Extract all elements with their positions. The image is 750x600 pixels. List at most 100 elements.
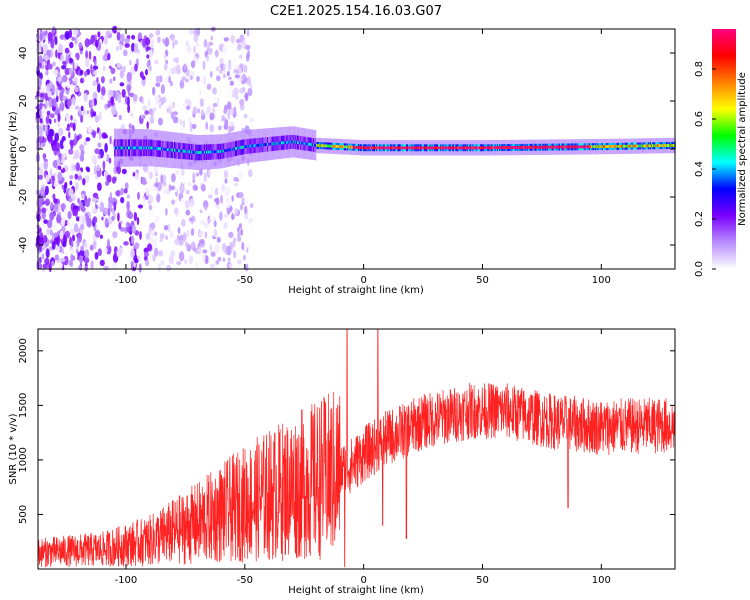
spectrogram-core-cell xyxy=(320,144,322,148)
spectrogram-noise-cell xyxy=(48,98,52,108)
spectrogram-noise-cell xyxy=(192,106,198,115)
spectrogram-noise-cell xyxy=(189,198,195,207)
spectrogram-noise-cell xyxy=(43,219,48,225)
spectrogram-core-cell xyxy=(601,145,603,149)
spectrogram-core-cell xyxy=(379,146,381,150)
spectrogram-noise-cell xyxy=(54,132,60,142)
spectrogram-core-cell xyxy=(301,141,303,145)
spectrogram-core-cell xyxy=(517,146,519,149)
spectrogram-core-cell xyxy=(258,143,260,147)
spectrogram-core-cell xyxy=(422,146,424,150)
spectrogram-noise-cell xyxy=(209,124,215,133)
spectrogram-core-cell xyxy=(318,144,320,147)
spectrogram-core-cell xyxy=(470,146,472,150)
spectrogram-core-cell xyxy=(622,144,624,148)
spectrogram-noise-cell xyxy=(59,257,66,263)
spectrogram-core-cell xyxy=(607,145,609,148)
spectrogram-noise-cell xyxy=(150,222,156,230)
snr-x-axis-label: Height of straight line (km) xyxy=(288,585,424,596)
spectrogram-noise-cell xyxy=(86,110,90,115)
spectrogram-noise-cell xyxy=(137,191,140,200)
spectrogram-noise-cell xyxy=(155,29,161,36)
spectrogram-core-cell xyxy=(463,146,465,150)
spectrogram-noise-cell xyxy=(207,105,211,115)
spectrogram-core-cell xyxy=(643,144,645,148)
spectrogram-core-cell xyxy=(469,146,471,150)
spectrogram-core-cell xyxy=(271,142,273,146)
spectrogram-core-cell xyxy=(362,146,364,150)
spectrogram-core-cell xyxy=(346,145,348,149)
spectrogram-noise-cell xyxy=(241,241,245,251)
spectrogram-noise-cell xyxy=(165,207,168,216)
spectrogram-core-cell xyxy=(500,146,502,150)
spectrogram-noise-cell xyxy=(42,223,47,228)
spectrogram-noise-cell xyxy=(216,236,221,243)
spectrogram-noise-cell xyxy=(36,230,41,235)
spectrogram-noise-cell xyxy=(86,167,91,173)
spectrogram-noise-cell xyxy=(59,103,62,111)
spectrogram-core-cell xyxy=(501,146,503,150)
colorbar-tick-label: 0.2 xyxy=(694,211,705,227)
spectrogram-cells xyxy=(35,25,676,273)
spectrogram-core-cell xyxy=(252,144,254,148)
spectrogram-noise-cell xyxy=(75,181,79,191)
spectrogram-core-cell xyxy=(397,146,399,150)
spectrogram-core-cell xyxy=(375,146,377,150)
spectrogram-core-cell xyxy=(337,145,339,148)
spectrogram-noise-cell xyxy=(209,63,215,71)
spectrogram-noise-cell xyxy=(174,123,179,129)
spectrogram-noise-cell xyxy=(77,36,83,43)
spectrogram-noise-cell xyxy=(203,75,207,86)
spectrogram-noise-cell xyxy=(145,187,150,197)
spectrogram-noise-cell xyxy=(240,204,243,211)
spectrogram-noise-cell xyxy=(71,36,75,41)
spectrogram-x-axis-label: Height of straight line (km) xyxy=(288,285,424,296)
spectrogram-core-cell xyxy=(119,146,121,150)
spectrogram-noise-cell xyxy=(48,63,53,70)
spectrogram-core-cell xyxy=(118,146,120,150)
spectrogram-noise-cell xyxy=(204,204,208,211)
spectrogram-noise-cell xyxy=(99,234,103,239)
spectrogram-core-cell xyxy=(159,147,161,151)
spectrogram-core-cell xyxy=(207,150,209,154)
spectrogram-noise-cell xyxy=(243,254,246,261)
spectrogram-noise-cell xyxy=(239,34,243,44)
spectrogram-noise-cell xyxy=(57,165,62,170)
spectrogram-core-cell xyxy=(596,145,598,149)
spectrogram-noise-cell xyxy=(53,69,59,76)
spectrogram-core-cell xyxy=(432,146,434,150)
spectrogram-core-cell xyxy=(297,141,299,144)
spectrogram-core-cell xyxy=(349,145,351,149)
spectrogram-core-cell xyxy=(416,146,418,150)
spectrogram-core-cell xyxy=(146,146,148,150)
spectrogram-noise-cell xyxy=(238,191,244,199)
spectrogram-noise-cell xyxy=(38,174,43,180)
spectrogram-core-cell xyxy=(353,145,355,149)
spectrogram-core-cell xyxy=(610,145,612,148)
x-tick-label: -100 xyxy=(115,275,138,286)
spectrogram-core-cell xyxy=(202,150,204,154)
spectrogram-noise-cell xyxy=(69,41,74,49)
spectrogram-noise-cell xyxy=(209,112,215,121)
spectrogram-noise-cell xyxy=(93,70,98,76)
spectrogram-core-cell xyxy=(155,147,157,150)
spectrogram-noise-cell xyxy=(57,76,62,82)
spectrogram-core-cell xyxy=(116,146,118,150)
spectrogram-core-cell xyxy=(394,146,396,150)
spectrogram-core-cell xyxy=(356,146,359,149)
spectrogram-core-cell xyxy=(288,140,290,144)
spectrogram-noise-cell xyxy=(116,62,122,69)
spectrogram-core-cell xyxy=(137,146,139,150)
spectrogram-core-cell xyxy=(228,148,230,152)
spectrogram-core-cell xyxy=(434,146,437,150)
spectrogram-noise-cell xyxy=(246,52,250,62)
spectrogram-noise-cell xyxy=(59,230,64,240)
spectrogram-core-cell xyxy=(476,146,478,150)
spectrogram-core-cell xyxy=(663,144,665,147)
spectrogram-noise-cell xyxy=(219,63,223,69)
spectrogram-noise-cell xyxy=(175,57,179,64)
spectrogram-noise-cell xyxy=(229,205,233,212)
spectrogram-noise-cell xyxy=(102,160,106,171)
spectrogram-core-cell xyxy=(426,146,428,150)
spectrogram-noise-cell xyxy=(206,54,210,62)
